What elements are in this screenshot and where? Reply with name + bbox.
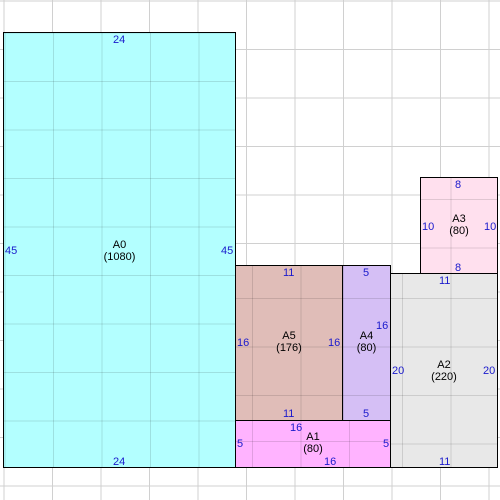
dim-a5-left: 16 (237, 337, 250, 349)
piece-a1[interactable]: A1 (80) (235, 420, 391, 468)
dim-a0-top: 24 (113, 34, 126, 46)
piece-name: A3 (452, 213, 466, 225)
piece-a2[interactable]: A2 (220) (390, 273, 498, 468)
piece-area: (80) (303, 443, 323, 455)
piece-area: (176) (276, 342, 302, 354)
dim-a4-top: 5 (363, 267, 370, 279)
piece-area: (220) (431, 371, 457, 383)
piece-name: A5 (282, 330, 296, 342)
dim-a2-bottom: 11 (439, 456, 451, 468)
dim-a1-left: 5 (237, 438, 244, 450)
dim-a1-right: 5 (383, 438, 390, 450)
piece-area: (80) (449, 225, 469, 237)
dim-a0-bottom: 24 (113, 456, 126, 468)
piece-a5[interactable]: A5 (176) (235, 265, 343, 421)
piece-area: (80) (356, 342, 377, 354)
dim-a3-bottom: 8 (455, 262, 462, 274)
piece-a0[interactable]: A0 (1080) (3, 32, 236, 468)
piece-area: (1080) (103, 251, 136, 263)
piece-name: A2 (437, 359, 451, 371)
dim-a0-right: 45 (221, 245, 234, 257)
dim-a3-left: 10 (422, 221, 435, 233)
dim-a2-right: 20 (483, 365, 496, 377)
dim-a5-right: 16 (328, 337, 341, 349)
piece-a4[interactable]: A4 (80) (342, 265, 391, 421)
dim-a0-left: 45 (5, 245, 18, 257)
dim-a3-right: 10 (484, 221, 497, 233)
dim-a2-top: 11 (439, 275, 451, 287)
piece-name: A4 (359, 330, 374, 342)
piece-name: A1 (306, 431, 320, 443)
piece-name: A0 (112, 239, 127, 251)
dim-a1-top: 16 (290, 422, 303, 434)
dim-a4-bottom: 5 (363, 408, 370, 420)
dim-a5-bottom: 11 (283, 408, 295, 420)
dim-a5-top: 11 (283, 267, 295, 279)
dim-a3-top: 8 (455, 179, 462, 191)
dim-a2-left: 20 (392, 365, 405, 377)
dim-a1-bottom: 16 (324, 456, 337, 468)
dim-a4-left: 16 (376, 320, 389, 332)
